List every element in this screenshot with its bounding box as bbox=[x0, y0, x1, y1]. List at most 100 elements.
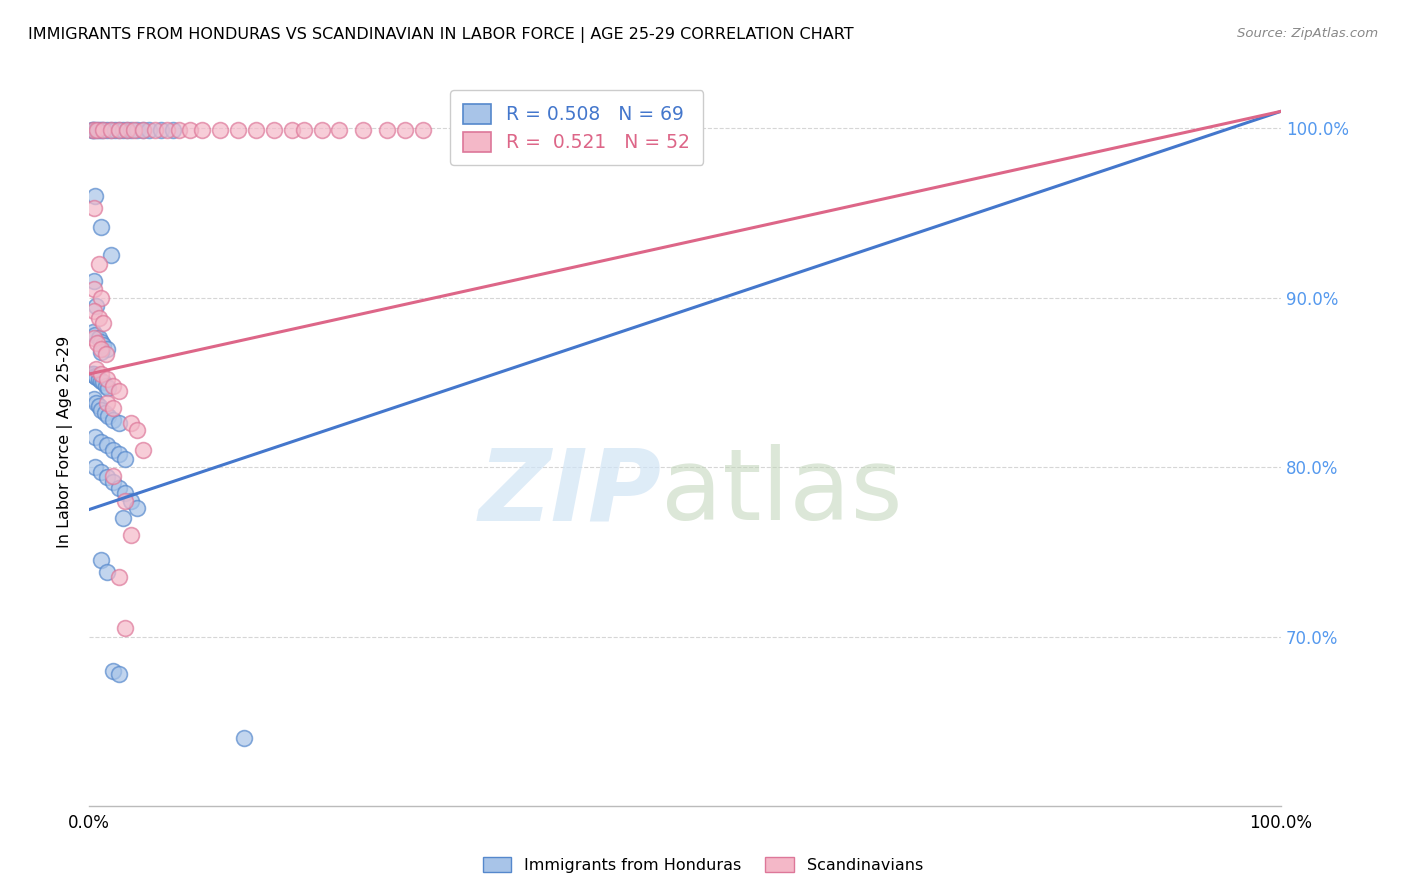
Point bbox=[263, 123, 285, 137]
Point bbox=[162, 123, 184, 137]
Point bbox=[83, 123, 105, 137]
Point bbox=[84, 368, 107, 383]
Point bbox=[108, 384, 131, 398]
Point bbox=[108, 447, 131, 461]
Point bbox=[108, 666, 131, 681]
Point bbox=[84, 123, 107, 137]
Point bbox=[84, 460, 107, 475]
Point bbox=[90, 367, 112, 381]
Point bbox=[96, 372, 118, 386]
Point bbox=[120, 416, 142, 430]
Point bbox=[179, 123, 201, 137]
Point bbox=[93, 316, 115, 330]
Point bbox=[114, 621, 136, 635]
Point bbox=[100, 248, 122, 262]
Point bbox=[111, 123, 134, 137]
Text: atlas: atlas bbox=[661, 444, 903, 541]
Point bbox=[114, 451, 136, 466]
Point bbox=[86, 336, 108, 351]
Point bbox=[96, 566, 118, 580]
Point bbox=[87, 399, 110, 413]
Point bbox=[87, 257, 110, 271]
Point bbox=[117, 123, 139, 137]
Point bbox=[111, 511, 134, 525]
Point bbox=[114, 485, 136, 500]
Point bbox=[97, 380, 120, 394]
Point bbox=[156, 123, 179, 137]
Point bbox=[96, 438, 118, 452]
Point bbox=[132, 123, 155, 137]
Point bbox=[96, 123, 118, 137]
Point bbox=[412, 123, 434, 137]
Point bbox=[93, 123, 115, 137]
Point bbox=[101, 443, 124, 458]
Point bbox=[80, 123, 103, 137]
Point bbox=[86, 123, 108, 137]
Point bbox=[84, 362, 107, 376]
Point bbox=[100, 123, 122, 137]
Point bbox=[83, 367, 105, 381]
Point bbox=[90, 219, 112, 234]
Point bbox=[93, 406, 115, 420]
Point bbox=[191, 123, 214, 137]
Point bbox=[84, 396, 107, 410]
Point bbox=[84, 328, 107, 343]
Point bbox=[101, 413, 124, 427]
Point bbox=[125, 423, 148, 437]
Point bbox=[90, 402, 112, 417]
Point bbox=[94, 379, 117, 393]
Point bbox=[104, 123, 127, 137]
Point bbox=[90, 553, 112, 567]
Point bbox=[93, 376, 115, 390]
Point bbox=[495, 123, 517, 137]
Point bbox=[93, 338, 115, 352]
Point bbox=[120, 528, 142, 542]
Text: IMMIGRANTS FROM HONDURAS VS SCANDINAVIAN IN LABOR FORCE | AGE 25-29 CORRELATION : IMMIGRANTS FROM HONDURAS VS SCANDINAVIAN… bbox=[28, 27, 853, 43]
Point bbox=[375, 123, 398, 137]
Point bbox=[108, 481, 131, 495]
Point bbox=[84, 370, 107, 384]
Point bbox=[120, 123, 142, 137]
Point bbox=[84, 299, 107, 313]
Point bbox=[90, 345, 112, 359]
Point bbox=[120, 494, 142, 508]
Legend: Immigrants from Honduras, Scandinavians: Immigrants from Honduras, Scandinavians bbox=[477, 851, 929, 880]
Point bbox=[90, 342, 112, 356]
Point bbox=[292, 123, 315, 137]
Point bbox=[132, 123, 155, 137]
Point bbox=[149, 123, 172, 137]
Point bbox=[90, 334, 112, 349]
Point bbox=[82, 367, 104, 381]
Point bbox=[281, 123, 304, 137]
Point bbox=[84, 430, 107, 444]
Point bbox=[101, 475, 124, 490]
Point bbox=[143, 123, 166, 137]
Point bbox=[96, 396, 118, 410]
Point bbox=[83, 282, 105, 296]
Point bbox=[80, 367, 103, 381]
Point bbox=[83, 201, 105, 215]
Point bbox=[87, 311, 110, 326]
Point bbox=[94, 346, 117, 360]
Point bbox=[90, 291, 112, 305]
Point bbox=[124, 123, 146, 137]
Point bbox=[83, 304, 105, 318]
Text: ZIP: ZIP bbox=[478, 444, 661, 541]
Point bbox=[138, 123, 160, 137]
Point bbox=[117, 123, 139, 137]
Point bbox=[101, 401, 124, 415]
Point bbox=[125, 500, 148, 515]
Point bbox=[108, 123, 131, 137]
Point bbox=[100, 123, 122, 137]
Point bbox=[83, 331, 105, 345]
Point bbox=[87, 123, 110, 137]
Point bbox=[108, 123, 131, 137]
Point bbox=[108, 570, 131, 584]
Point bbox=[90, 465, 112, 479]
Point bbox=[328, 123, 350, 137]
Point bbox=[311, 123, 333, 137]
Point bbox=[101, 664, 124, 678]
Point bbox=[96, 470, 118, 484]
Text: Source: ZipAtlas.com: Source: ZipAtlas.com bbox=[1237, 27, 1378, 40]
Point bbox=[82, 123, 104, 137]
